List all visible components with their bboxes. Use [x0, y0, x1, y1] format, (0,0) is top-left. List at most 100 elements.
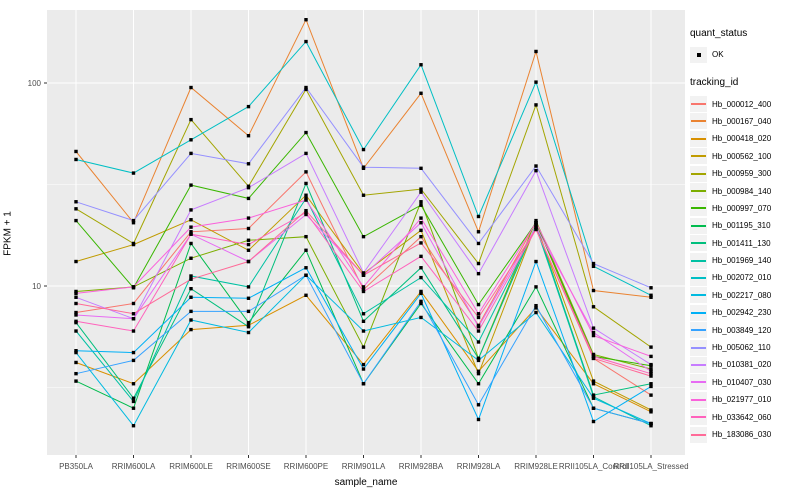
- x-tick-label: RRIM600LE: [169, 462, 213, 471]
- legend-item: Hb_002072_010: [690, 269, 798, 286]
- data-point: [419, 228, 423, 233]
- legend-key-point-icon: [690, 46, 707, 63]
- data-point: [304, 181, 308, 186]
- data-point: [361, 193, 366, 197]
- legend-item-label: Hb_001195_310: [712, 221, 771, 231]
- data-point: [131, 285, 136, 289]
- data-point: [534, 221, 538, 225]
- data-point: [74, 349, 78, 353]
- legend-item-ok: OK: [690, 46, 798, 63]
- data-point: [189, 151, 193, 156]
- data-point: [189, 327, 193, 332]
- legend-item: Hb_002217_080: [690, 287, 798, 304]
- data-point: [534, 303, 538, 308]
- legend-item: Hb_033642_060: [690, 408, 798, 426]
- data-point: [419, 190, 423, 194]
- data-point: [189, 274, 193, 278]
- legend-key-line-icon: [690, 217, 707, 234]
- data-point: [74, 291, 78, 296]
- legend-key-line-icon: [690, 252, 707, 269]
- data-point: [189, 218, 193, 222]
- data-point: [476, 329, 481, 333]
- legend-item-label: Hb_000167_040: [712, 116, 772, 126]
- data-point: [246, 185, 251, 190]
- legend-key-line-icon: [690, 130, 707, 147]
- data-point: [534, 285, 538, 289]
- data-point: [74, 379, 78, 383]
- data-point: [591, 330, 596, 335]
- data-point: [476, 315, 481, 320]
- legend-item: Hb_002942_230: [690, 304, 798, 321]
- data-point: [534, 306, 538, 310]
- legend-item: Hb_000562_100: [690, 148, 798, 165]
- data-point: [304, 87, 308, 92]
- data-point: [361, 319, 366, 324]
- x-tick-label: PB350LA: [59, 462, 93, 471]
- data-point: [419, 221, 423, 225]
- legend: quant_status OK tracking_id Hb_000012_40…: [690, 28, 798, 457]
- data-point: [419, 91, 423, 95]
- data-point: [419, 200, 423, 204]
- data-point: [189, 309, 193, 314]
- data-point: [591, 261, 596, 266]
- data-point: [304, 130, 308, 135]
- data-point: [246, 216, 251, 220]
- legend-key-line-icon: [690, 391, 707, 408]
- data-point: [189, 277, 193, 281]
- legend-item-label: Hb_010407_030: [712, 377, 772, 387]
- legend-tracking-id: tracking_id Hb_000012_400 Hb_000167_040 Hb…: [690, 77, 798, 443]
- data-point: [649, 421, 653, 426]
- data-point: [361, 271, 366, 275]
- data-point: [591, 396, 596, 400]
- data-point: [74, 200, 78, 204]
- legend-key-line-icon: [690, 374, 707, 391]
- x-tick-label: RRII105LA_Stressed: [613, 462, 688, 471]
- data-point: [189, 85, 193, 90]
- legend-key-line-icon: [690, 339, 707, 356]
- data-point: [419, 203, 423, 207]
- data-point: [591, 406, 596, 410]
- data-point: [246, 248, 251, 252]
- data-point: [591, 382, 596, 386]
- data-point: [419, 63, 423, 67]
- data-point: [74, 157, 78, 162]
- legend-item-label: Hb_033642_060: [712, 412, 772, 422]
- legend-key-line-icon: [690, 304, 707, 321]
- legend-item-label: Hb_000997_070: [712, 203, 772, 213]
- data-point: [246, 238, 251, 242]
- x-axis-title: sample_name: [334, 477, 398, 488]
- y-tick-label: 100: [28, 79, 42, 88]
- data-point: [74, 289, 78, 294]
- data-point: [131, 396, 136, 400]
- data-point: [534, 227, 538, 232]
- data-point: [74, 313, 78, 317]
- data-point: [476, 358, 481, 363]
- data-point: [361, 287, 366, 292]
- legend-key-line-icon: [690, 165, 707, 182]
- legend-item-label: Hb_010381_020: [712, 360, 772, 370]
- legend-key-line-icon: [690, 409, 707, 426]
- data-point: [304, 198, 308, 202]
- data-point: [131, 171, 136, 175]
- data-point: [131, 312, 136, 316]
- x-tick-label: RRIM928LE: [514, 462, 558, 471]
- legend-item: Hb_001969_140: [690, 252, 798, 269]
- data-point: [189, 286, 193, 291]
- data-point: [419, 266, 423, 270]
- data-point: [476, 230, 481, 234]
- data-point: [74, 360, 78, 365]
- data-point: [361, 345, 366, 349]
- data-point: [189, 230, 193, 234]
- data-point: [189, 241, 193, 246]
- legend-key-line-icon: [690, 287, 707, 304]
- data-point: [361, 367, 366, 371]
- data-point: [419, 299, 423, 304]
- data-point: [419, 216, 423, 220]
- legend-item: Hb_010381_020: [690, 356, 798, 373]
- legend-key-line-icon: [690, 235, 707, 252]
- data-point: [246, 259, 251, 264]
- data-point: [534, 168, 538, 173]
- data-point: [246, 309, 251, 314]
- data-point: [304, 193, 308, 197]
